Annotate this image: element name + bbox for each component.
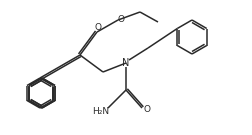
Text: O: O	[94, 23, 102, 31]
Text: N: N	[122, 58, 130, 68]
Text: O: O	[143, 105, 150, 114]
Text: O: O	[117, 14, 124, 23]
Text: H₂N: H₂N	[92, 107, 110, 116]
